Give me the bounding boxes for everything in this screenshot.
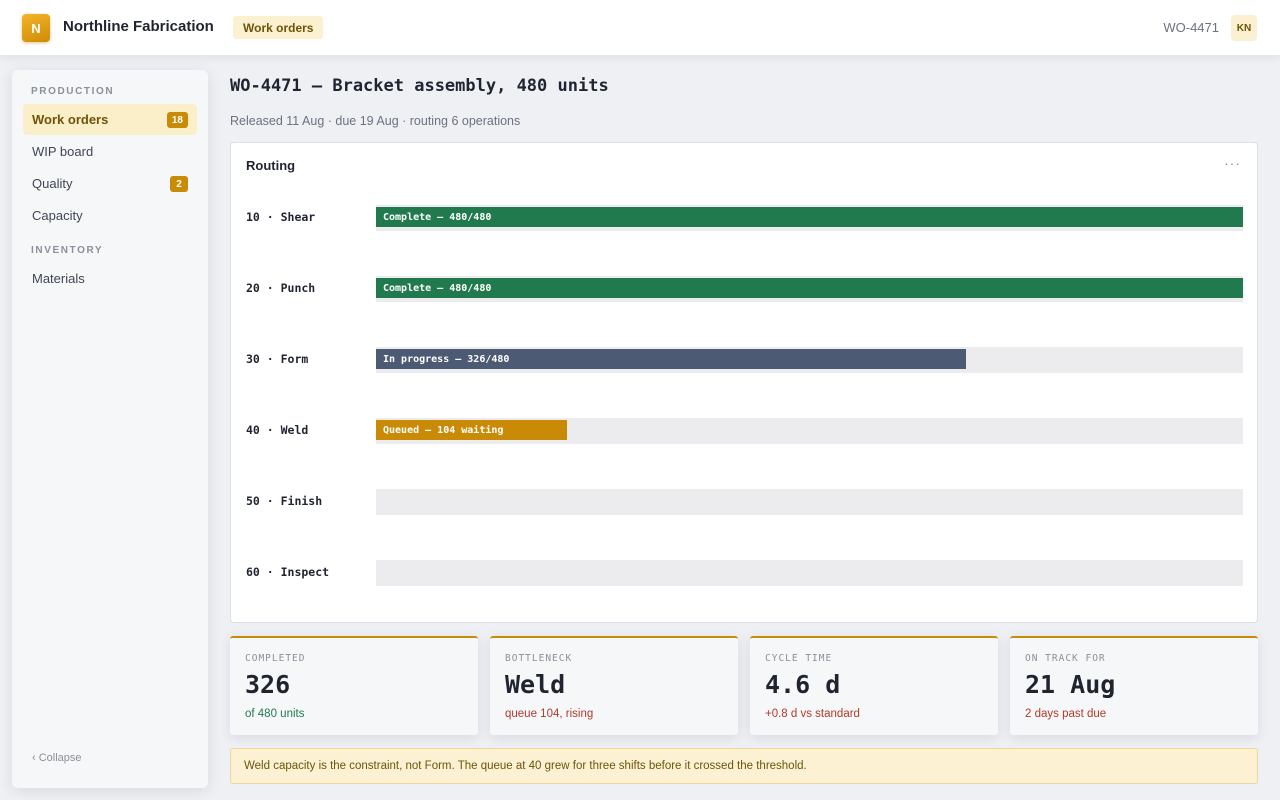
work-order-id: WO-4471 — [1163, 20, 1219, 35]
progress-fill: Queued — 104 waiting — [376, 420, 567, 440]
progress-fill: Complete — 480/480 — [376, 207, 1243, 227]
progress-fill: Complete — 480/480 — [376, 278, 1243, 298]
progress-fill: In progress — 326/480 — [376, 349, 966, 369]
operation-row[interactable]: 30 · Form In progress — 326/480 — [231, 347, 1259, 373]
progress-track — [376, 560, 1243, 586]
kpi-note: +0.8 d vs standard — [765, 708, 860, 720]
operation-label: 30 · Form — [246, 352, 309, 366]
progress-track: In progress — 326/480 — [376, 347, 1243, 373]
kpi-value: 326 — [245, 670, 291, 699]
sidebar: PRODUCTION Work orders 18 WIP board Qual… — [12, 70, 208, 788]
count-badge: 2 — [170, 176, 188, 192]
page-subtitle: Released 11 Aug · due 19 Aug · routing 6… — [230, 114, 521, 128]
sidebar-section-production: PRODUCTION — [31, 86, 115, 97]
user-avatar[interactable]: KN — [1231, 15, 1257, 41]
operation-row[interactable]: 20 · Punch Complete — 480/480 — [231, 276, 1259, 302]
kpi-card-cycle-time[interactable]: CYCLE TIME 4.6 d +0.8 d vs standard — [750, 636, 998, 735]
routing-panel: Routing ··· 10 · Shear Complete — 480/48… — [230, 142, 1258, 623]
sidebar-item-wip-board[interactable]: WIP board — [23, 136, 197, 167]
operation-row[interactable]: 40 · Weld Queued — 104 waiting — [231, 418, 1259, 444]
sidebar-item-quality[interactable]: Quality 2 — [23, 168, 197, 199]
kpi-value: 4.6 d — [765, 670, 841, 699]
sidebar-item-label: WIP board — [32, 144, 94, 159]
operation-label: 60 · Inspect — [246, 565, 330, 579]
kpi-note: of 480 units — [245, 708, 305, 720]
sidebar-item-label: Quality — [32, 176, 73, 191]
kpi-value: 21 Aug — [1025, 670, 1116, 699]
sidebar-item-label: Capacity — [32, 208, 83, 223]
sidebar-section-inventory: INVENTORY — [31, 245, 104, 256]
more-horizontal-icon[interactable]: ··· — [1224, 155, 1241, 171]
kpi-card-bottleneck[interactable]: BOTTLENECK Weld queue 104, rising — [490, 636, 738, 735]
count-badge: 18 — [166, 112, 188, 128]
kpi-label: BOTTLENECK — [505, 653, 573, 664]
operation-label: 10 · Shear — [246, 210, 316, 224]
operation-label: 20 · Punch — [246, 281, 316, 295]
panel-title: Routing — [246, 158, 296, 173]
operation-row[interactable]: 10 · Shear Complete — 480/480 — [231, 205, 1259, 231]
sidebar-item-materials[interactable]: Materials — [23, 263, 197, 294]
sidebar-item-work-orders[interactable]: Work orders 18 — [23, 104, 197, 135]
kpi-note: 2 days past due — [1025, 708, 1107, 720]
brand-logo[interactable]: N — [22, 14, 50, 42]
app-name: Northline Fabrication — [63, 18, 214, 35]
kpi-value: Weld — [505, 670, 566, 699]
constraint-notice: Weld capacity is the constraint, not For… — [230, 748, 1258, 784]
top-bar: N Northline Fabrication Work orders WO-4… — [0, 0, 1280, 55]
progress-track: Queued — 104 waiting — [376, 418, 1243, 444]
section-tag[interactable]: Work orders — [233, 16, 324, 39]
sidebar-item-capacity[interactable]: Capacity — [23, 200, 197, 231]
kpi-label: COMPLETED — [245, 653, 306, 664]
kpi-card-on-track-for[interactable]: ON TRACK FOR 21 Aug 2 days past due — [1010, 636, 1258, 735]
kpi-note: queue 104, rising — [505, 708, 594, 720]
operation-row[interactable]: 60 · Inspect — [231, 560, 1259, 586]
kpi-label: ON TRACK FOR — [1025, 653, 1106, 664]
collapse-button[interactable]: ‹ Collapse — [32, 752, 82, 764]
sidebar-item-label: Work orders — [32, 112, 109, 127]
kpi-card-completed[interactable]: COMPLETED 326 of 480 units — [230, 636, 478, 735]
operation-label: 50 · Finish — [246, 494, 323, 508]
sidebar-item-label: Materials — [32, 271, 85, 286]
progress-track: Complete — 480/480 — [376, 205, 1243, 231]
operation-row[interactable]: 50 · Finish — [231, 489, 1259, 515]
progress-track — [376, 489, 1243, 515]
kpi-label: CYCLE TIME — [765, 653, 833, 664]
progress-track: Complete — 480/480 — [376, 276, 1243, 302]
page-title: WO-4471 — Bracket assembly, 480 units — [230, 76, 609, 96]
operation-label: 40 · Weld — [246, 423, 309, 437]
